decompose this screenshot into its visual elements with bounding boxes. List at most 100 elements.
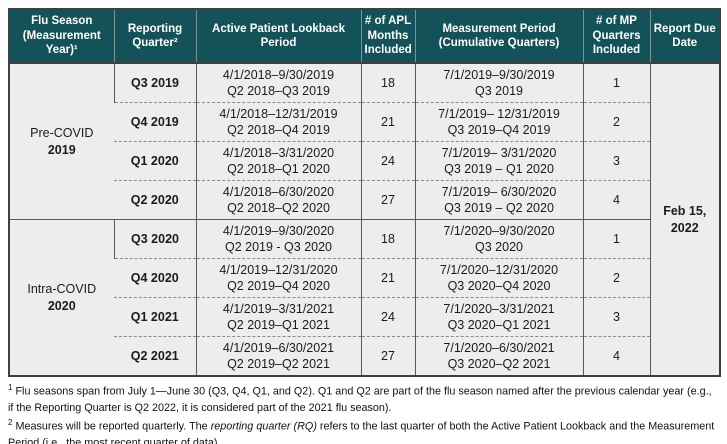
apl-months-cell: 21 (360, 102, 415, 142)
mp-period-line1: 7/1/2019– 6/30/2020 (441, 184, 557, 199)
mp-period-line2: Q3 2019 – Q1 2020 (444, 162, 554, 176)
reporting-quarter-cell: Q3 2019 (113, 63, 196, 103)
flu-season-year: 2019 (47, 142, 76, 157)
table-header-row: Flu Season (Measurement Year)¹ Reporting… (9, 9, 720, 64)
apl-period-line1: 4/1/2018–3/31/2020 (222, 145, 335, 160)
apl-period-cell: 4/1/2018–9/30/2019 Q2 2018–Q3 2019 (195, 63, 361, 103)
apl-period-cell: 4/1/2019–3/31/2021 Q2 2019–Q1 2021 (195, 297, 361, 337)
apl-period-line2: Q2 2018–Q4 2019 (227, 123, 330, 137)
mp-period-line2: Q3 2020–Q4 2020 (447, 279, 551, 293)
table-row: Q4 2020 4/1/2019–12/31/2020 Q2 2019–Q4 2… (9, 258, 720, 298)
mp-quarters-cell: 1 (582, 63, 650, 103)
apl-period-line1: 4/1/2018–12/31/2019 (219, 106, 338, 121)
header-mp-quarters: # of MP Quarters Included (582, 9, 650, 64)
mp-period-line2: Q3 2020–Q1 2021 (447, 318, 551, 332)
flu-season-label: Intra-COVID (27, 282, 97, 297)
report-due-cell: Feb 15, 2022 (649, 63, 720, 376)
mp-period-line2: Q3 2020 (475, 240, 523, 254)
footnote-2-suffix: refers to the last quarter of both the A… (8, 420, 715, 444)
apl-period-line2: Q2 2018–Q2 2020 (227, 201, 330, 215)
apl-period-line2: Q2 2018–Q1 2020 (227, 162, 330, 176)
apl-period-cell: 4/1/2018–6/30/2020 Q2 2018–Q2 2020 (195, 180, 361, 220)
apl-months-cell: 27 (360, 180, 415, 220)
mp-period-line2: Q3 2019 (475, 84, 523, 98)
table-row: Q2 2021 4/1/2019–6/30/2021 Q2 2019–Q2 20… (9, 336, 720, 376)
apl-period-line2: Q2 2019–Q1 2021 (227, 318, 330, 332)
apl-months-cell: 27 (360, 336, 415, 376)
apl-period-cell: 4/1/2019–9/30/2020 Q2 2019 - Q3 2020 (195, 219, 361, 259)
mp-period-line1: 7/1/2019– 3/31/2020 (441, 145, 557, 160)
flu-season-year: 2020 (47, 298, 76, 313)
mp-period-cell: 7/1/2020–9/30/2020 Q3 2020 (414, 219, 583, 259)
reporting-quarter-cell: Q1 2020 (114, 141, 196, 181)
apl-period-line2: Q2 2019–Q2 2021 (227, 357, 330, 371)
mp-period-line1: 7/1/2019– 12/31/2019 (438, 106, 560, 121)
reporting-quarter-cell: Q2 2020 (114, 180, 196, 220)
apl-period-line1: 4/1/2019–3/31/2021 (222, 301, 335, 316)
mp-period-cell: 7/1/2020–12/31/2020 Q3 2020–Q4 2020 (414, 258, 583, 298)
mp-period-cell: 7/1/2020–6/30/2021 Q3 2020–Q2 2021 (414, 336, 583, 376)
header-apl-period: Active Patient Lookback Period (195, 9, 361, 64)
flu-season-cell-intra-covid: Intra-COVID 2020 (9, 219, 114, 376)
apl-months-cell: 18 (360, 219, 415, 259)
reporting-quarter-cell: Q4 2019 (114, 102, 196, 142)
reporting-quarter-cell: Q1 2021 (114, 297, 196, 337)
apl-period-cell: 4/1/2018–12/31/2019 Q2 2018–Q4 2019 (195, 102, 361, 142)
apl-period-cell: 4/1/2018–3/31/2020 Q2 2018–Q1 2020 (195, 141, 361, 181)
mp-quarters-cell: 3 (582, 297, 650, 337)
report-due-line1: Feb 15, (663, 204, 707, 219)
apl-period-line2: Q2 2019 - Q3 2020 (224, 240, 333, 254)
mp-period-cell: 7/1/2019– 6/30/2020 Q3 2019 – Q2 2020 (414, 180, 583, 220)
reporting-quarter-cell: Q3 2020 (113, 219, 196, 259)
footnote-2: 2 Measures will be reported quarterly. T… (8, 417, 719, 444)
apl-months-cell: 21 (360, 258, 415, 298)
apl-period-cell: 4/1/2019–12/31/2020 Q2 2019–Q4 2020 (195, 258, 361, 298)
mp-quarters-cell: 1 (582, 219, 650, 259)
mp-quarters-cell: 2 (582, 258, 650, 298)
flu-season-reporting-table: Flu Season (Measurement Year)¹ Reporting… (8, 8, 721, 377)
apl-period-line1: 4/1/2019–12/31/2020 (219, 262, 338, 277)
footnote-2-prefix: Measures will be reported quarterly. The (12, 420, 211, 433)
header-measurement-period: Measurement Period (Cumulative Quarters) (414, 9, 583, 64)
apl-months-cell: 24 (360, 297, 415, 337)
mp-period-cell: 7/1/2019– 12/31/2019 Q3 2019–Q4 2019 (414, 102, 583, 142)
footnote-1: 1 Flu seasons span from July 1—June 30 (… (8, 382, 719, 417)
apl-period-line1: 4/1/2018–6/30/2020 (222, 184, 335, 199)
table-row: Intra-COVID 2020 Q3 2020 4/1/2019–9/30/2… (9, 219, 720, 376)
table-row: Q1 2021 4/1/2019–3/31/2021 Q2 2019–Q1 20… (9, 297, 720, 337)
mp-quarters-cell: 3 (582, 141, 650, 181)
apl-period-line1: 4/1/2019–9/30/2020 (222, 223, 335, 238)
footnote-2-italic-term: reporting quarter (RQ) (210, 420, 317, 433)
header-reporting-quarter: Reporting Quarter² (113, 9, 196, 64)
header-flu-season: Flu Season (Measurement Year)¹ (9, 9, 114, 64)
mp-period-line1: 7/1/2020–9/30/2020 (443, 223, 555, 238)
reporting-quarter-cell: Q2 2021 (114, 336, 196, 376)
table-row: Q1 2020 4/1/2018–3/31/2020 Q2 2018–Q1 20… (9, 141, 720, 181)
apl-period-cell: 4/1/2019–6/30/2021 Q2 2019–Q2 2021 (195, 336, 361, 376)
apl-period-line2: Q2 2019–Q4 2020 (227, 279, 330, 293)
footnotes: 1 Flu seasons span from July 1—June 30 (… (8, 382, 719, 444)
apl-months-cell: 18 (360, 63, 415, 103)
mp-period-line2: Q3 2020–Q2 2021 (447, 357, 551, 371)
apl-months-cell: 24 (360, 141, 415, 181)
mp-period-cell: 7/1/2019– 3/31/2020 Q3 2019 – Q1 2020 (414, 141, 583, 181)
table-row: Q2 2020 4/1/2018–6/30/2020 Q2 2018–Q2 20… (9, 180, 720, 220)
apl-period-line1: 4/1/2019–6/30/2021 (222, 340, 335, 355)
mp-period-line2: Q3 2019–Q4 2019 (447, 123, 551, 137)
mp-quarters-cell: 4 (582, 180, 650, 220)
header-apl-months: # of APL Months Included (360, 9, 415, 64)
apl-period-line2: Q2 2018–Q3 2019 (227, 84, 330, 98)
mp-period-cell: 7/1/2019–9/30/2019 Q3 2019 (414, 63, 583, 103)
table-row: Q4 2019 4/1/2018–12/31/2019 Q2 2018–Q4 2… (9, 102, 720, 142)
mp-period-line1: 7/1/2020–3/31/2021 (443, 301, 555, 316)
report-due-line2: 2022 (670, 220, 699, 235)
mp-period-cell: 7/1/2020–3/31/2021 Q3 2020–Q1 2021 (414, 297, 583, 337)
header-report-due-date: Report Due Date (649, 9, 720, 64)
mp-period-line1: 7/1/2019–9/30/2019 (443, 67, 555, 82)
mp-period-line2: Q3 2019 – Q2 2020 (444, 201, 554, 215)
flu-season-cell-pre-covid: Pre-COVID 2019 (9, 63, 114, 220)
table-row: Pre-COVID 2019 Q3 2019 4/1/2018–9/30/201… (9, 63, 720, 376)
apl-period-line1: 4/1/2018–9/30/2019 (222, 67, 335, 82)
reporting-quarter-cell: Q4 2020 (114, 258, 196, 298)
